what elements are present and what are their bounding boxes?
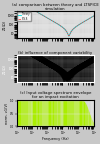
Y-axis label: norm. v1(V): norm. v1(V)	[5, 102, 9, 124]
Y-axis label: Z1(Ω): Z1(Ω)	[3, 20, 7, 30]
Title: (a) comparison between theory and LTSPICE simulation: (a) comparison between theory and LTSPIC…	[12, 3, 99, 11]
Legend: Theory, S.S.S.: Theory, S.S.S.	[17, 12, 30, 21]
Title: (b) influence of component variability: (b) influence of component variability	[18, 51, 92, 55]
X-axis label: Frequency (Hz): Frequency (Hz)	[42, 137, 69, 141]
Y-axis label: Z1(Ω): Z1(Ω)	[3, 64, 7, 74]
Title: (c) Input voltage spectrum envelope
for an impact excitation: (c) Input voltage spectrum envelope for …	[20, 91, 91, 99]
